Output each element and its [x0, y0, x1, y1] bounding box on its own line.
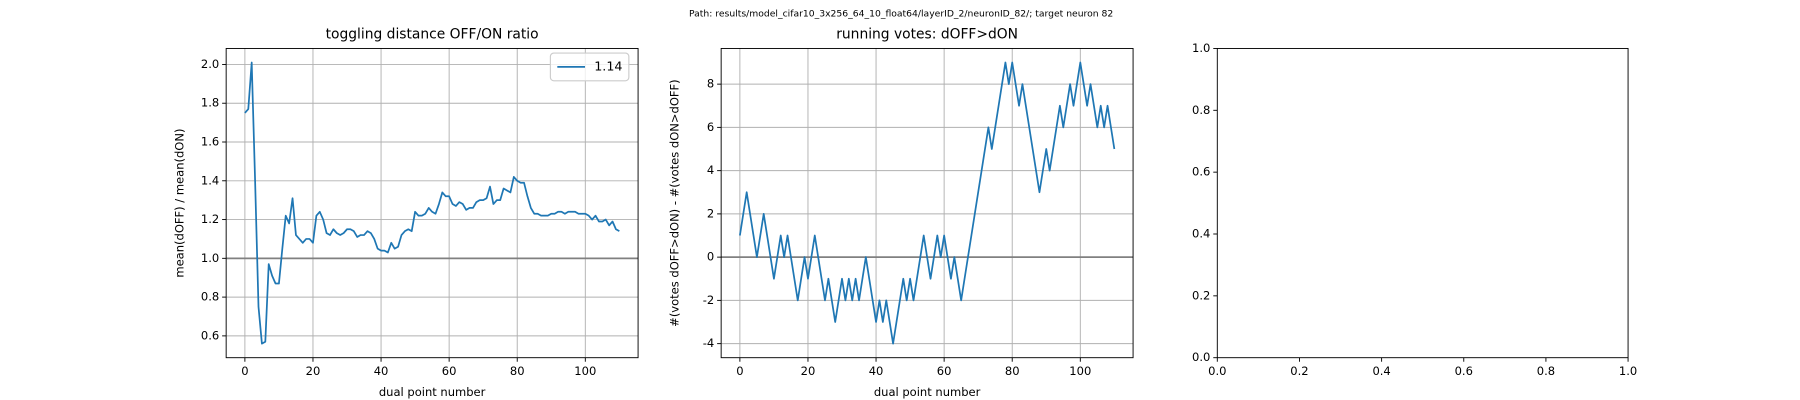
y-tick-label: 1.4: [201, 173, 219, 187]
y-axis-label: mean(dOFF) / mean(dON): [173, 129, 187, 278]
x-tick-label: 60: [442, 364, 457, 378]
legend-box: [549, 52, 630, 82]
x-tick-label: 0.4: [1372, 364, 1390, 378]
axes-frame: [1216, 47, 1629, 359]
y-tick-label: 1.8: [201, 96, 219, 110]
x-tick-label: 20: [306, 364, 321, 378]
x-tick-label: 1.0: [1619, 364, 1637, 378]
y-tick-label: 0.8: [1192, 103, 1210, 117]
data-line: [244, 61, 620, 345]
y-tick-label: 8: [707, 77, 714, 91]
legend-label: 1.14: [594, 58, 622, 73]
x-tick-label: 100: [1069, 364, 1091, 378]
y-tick-label: 0.2: [1192, 288, 1210, 302]
x-tick-label: 20: [801, 364, 816, 378]
x-tick-label: 40: [374, 364, 389, 378]
y-tick-label: 2.0: [201, 57, 219, 71]
y-tick-label: 0.6: [201, 328, 219, 342]
y-tick-label: 0.4: [1192, 226, 1210, 240]
y-tick-label: 6: [707, 120, 714, 134]
y-tick-label: 2: [707, 206, 714, 220]
y-tick-label: 1.2: [201, 212, 219, 226]
axes-frame: [225, 47, 639, 359]
x-axis-label: dual point number: [874, 385, 981, 399]
y-tick-label: 4: [707, 163, 714, 177]
y-tick-label: 1.6: [201, 135, 219, 149]
data-line: [739, 61, 1116, 345]
x-tick-label: 0: [241, 364, 248, 378]
chart-title: toggling distance OFF/ON ratio: [326, 27, 539, 43]
y-axis-label: #(votes dOFF>dON) - #(votes dON>dOFF): [668, 79, 682, 327]
x-tick-label: 0.6: [1455, 364, 1473, 378]
y-tick-label: -2: [703, 293, 714, 307]
y-tick-label: 1.0: [201, 251, 219, 265]
suptitle: Path: results/model_cifar10_3x256_64_10_…: [689, 8, 1113, 19]
y-tick-label: 1.0: [1192, 41, 1210, 55]
x-axis-label: dual point number: [379, 385, 486, 399]
x-tick-label: 100: [574, 364, 596, 378]
x-tick-label: 0.0: [1208, 364, 1226, 378]
y-tick-label: -4: [703, 336, 714, 350]
y-tick-label: 0.0: [1192, 350, 1210, 364]
x-tick-label: 60: [937, 364, 952, 378]
x-tick-label: 0: [736, 364, 743, 378]
x-tick-label: 0.8: [1537, 364, 1555, 378]
y-tick-label: 0.6: [1192, 165, 1210, 179]
axes-frame: [720, 47, 1134, 359]
chart-title: running votes: dOFF>dON: [836, 27, 1018, 43]
x-tick-label: 80: [510, 364, 525, 378]
y-tick-label: 0: [707, 250, 714, 264]
x-tick-label: 0.2: [1290, 364, 1308, 378]
y-tick-label: 0.8: [201, 290, 219, 304]
x-tick-label: 80: [1005, 364, 1020, 378]
x-tick-label: 40: [869, 364, 884, 378]
